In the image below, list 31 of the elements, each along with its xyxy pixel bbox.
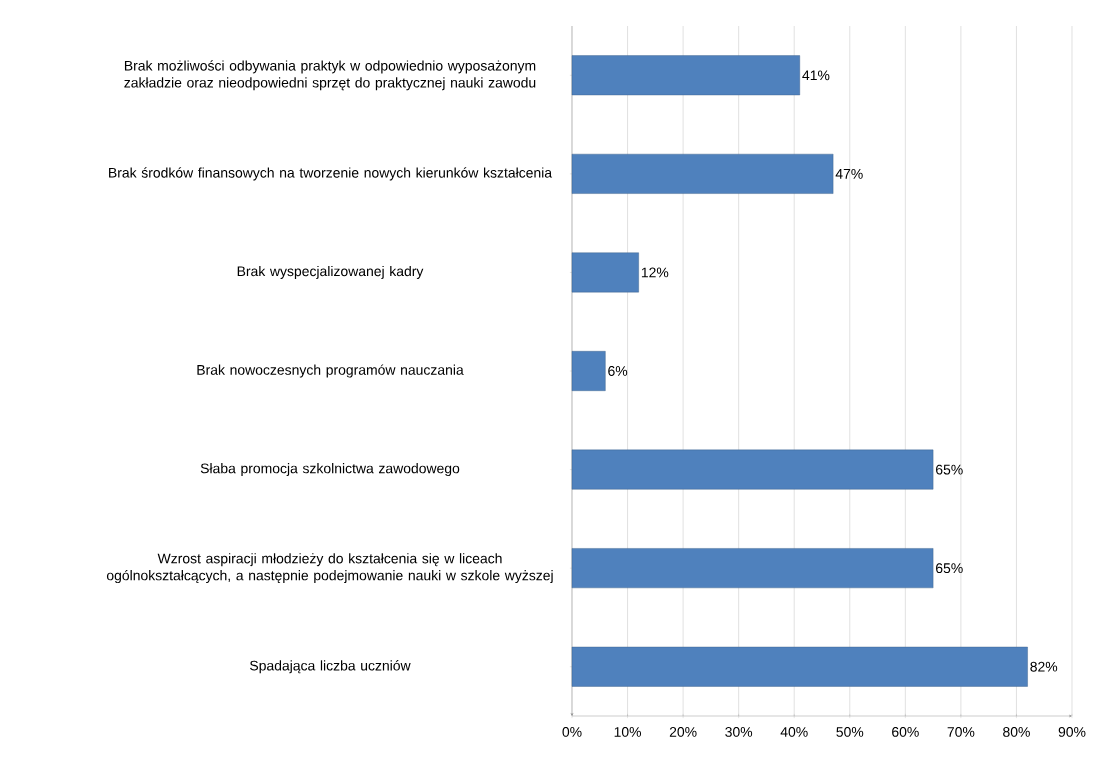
x-tick-label: 90% <box>1058 726 1086 737</box>
x-tick-label: 30% <box>725 726 753 737</box>
data-label: 6% <box>608 366 628 376</box>
bar <box>571 646 1028 687</box>
bar <box>571 548 934 589</box>
data-label: 12% <box>641 267 669 278</box>
data-label: 82% <box>1030 661 1058 672</box>
y-tick-label: Brak możliwości odbywania praktyk w odpowiednio wyposażonym zakładzie oraz nieodpowiedni sprzęt do praktycznej nauki zawodu <box>124 60 536 91</box>
y-tick-label: Brak środków finansowych na tworzenie nowych kierunków kształcenia <box>109 167 553 181</box>
y-tick-label: Spadająca liczba uczniów <box>250 660 411 674</box>
data-label: 65% <box>936 464 963 475</box>
bar <box>571 252 639 293</box>
x-tick-label: 50% <box>836 726 864 737</box>
data-label: 41% <box>802 70 830 81</box>
x-tick-label: 70% <box>947 726 975 737</box>
x-tick-label: 20% <box>669 726 697 737</box>
bar <box>571 153 834 194</box>
x-tick-label: 0% <box>562 726 582 737</box>
data-label: 47% <box>835 168 863 179</box>
bar <box>571 449 934 490</box>
bar <box>571 55 800 96</box>
bar <box>571 351 606 391</box>
y-tick-label: Brak nowoczesnych programów nauczania <box>197 364 464 378</box>
x-tick-label: 10% <box>614 726 642 737</box>
data-label: 65% <box>936 563 963 574</box>
x-tick-label: 40% <box>780 726 808 737</box>
x-tick-label: 60% <box>892 726 919 737</box>
y-tick-label: Brak wyspecjalizowanej kadry <box>237 265 424 279</box>
x-tick-label: 80% <box>1003 726 1030 737</box>
y-tick-label: Słaba promocja szkolnictwa zawodowego <box>200 463 460 477</box>
y-tick-label: Wzrost aspiracji młodzieży do kształcenia się w liceach ogólnokształcących, a następnie podejmowanie nauki w szkole wyższej <box>106 553 553 584</box>
